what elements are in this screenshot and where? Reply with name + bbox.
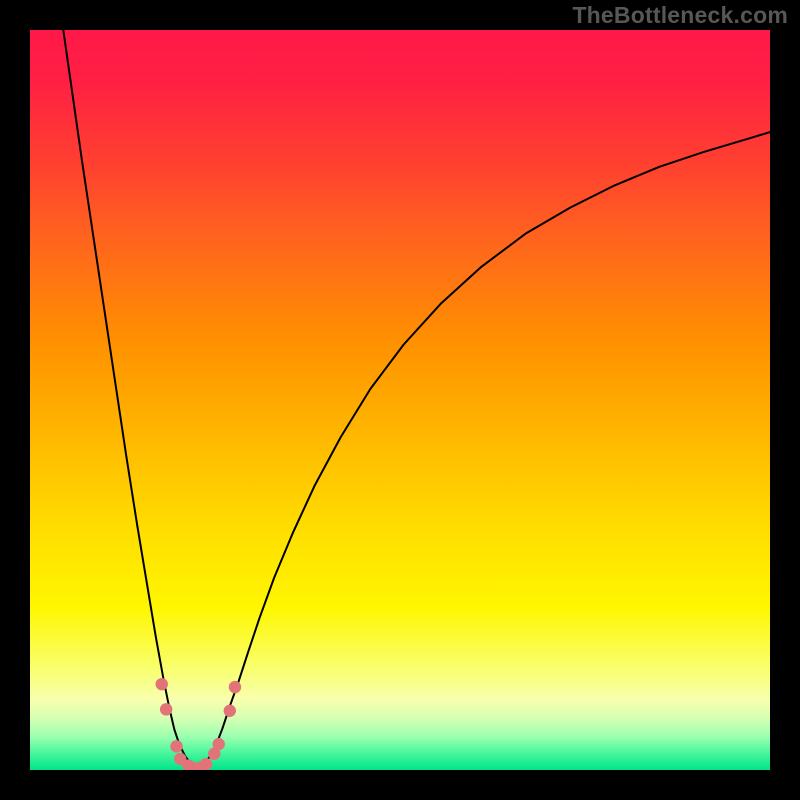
plot-area <box>30 30 770 770</box>
marker-dot <box>213 738 225 750</box>
watermark-label: TheBottleneck.com <box>572 2 788 29</box>
gradient-background <box>30 30 770 770</box>
marker-dot <box>224 705 236 717</box>
marker-dot <box>229 681 241 693</box>
marker-dot <box>156 678 168 690</box>
marker-dot <box>170 740 182 752</box>
plot-svg <box>30 30 770 770</box>
chart-frame: TheBottleneck.com <box>0 0 800 800</box>
marker-dot <box>200 758 212 770</box>
marker-dot <box>160 703 172 715</box>
